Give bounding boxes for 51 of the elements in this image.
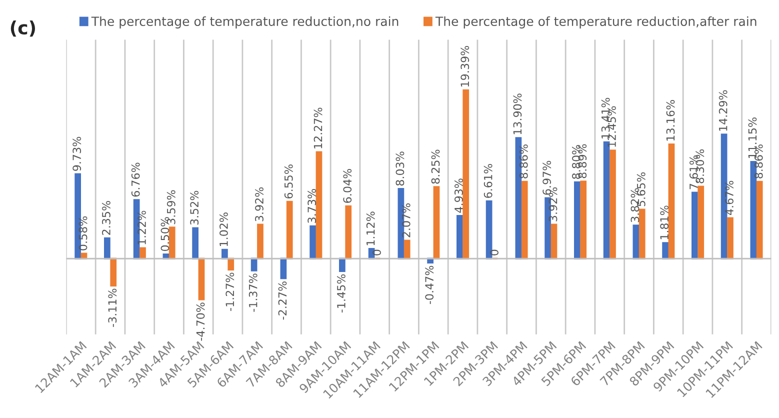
data-label: -0.47% [425,266,434,304]
legend-label: The percentage of temperature reduction,no rain [91,16,398,28]
data-label: 13.90% [513,94,522,134]
data-label: -4.70% [196,302,205,341]
data-label: -1.37% [248,274,258,312]
data-label: 2.07% [402,203,410,238]
text: (c) [10,20,36,37]
data-label: 3.82% [630,188,640,222]
data-label: 6.76% [131,162,140,197]
data-label: 8.30% [696,149,704,184]
data-label: 14.29% [718,90,728,131]
data-label: 8.86% [754,144,763,178]
data-label: 0 [372,250,381,256]
data-label: 7.61% [690,155,698,190]
data-label: 6.97% [542,160,552,195]
data-label: 8.03% [396,152,404,186]
legend-label: The percentage of temperature reduction,after rain [435,16,756,28]
data-label: 3.92% [548,187,558,222]
data-label: 6.55% [284,164,293,198]
data-label: 1.22% [138,210,146,244]
data-label: 3.52% [190,190,199,225]
data-label: 3.73% [308,189,316,223]
data-label: 5.65% [636,172,646,206]
data-label: 0.50% [160,217,170,252]
data-label: 8.89% [578,144,587,178]
data-label: 3.59% [166,190,176,224]
data-label: 2.35% [102,201,110,235]
data-label: 8.86% [519,144,528,178]
data-label: 13.16% [666,100,675,141]
data-label: -3.11% [108,288,117,327]
data-label: 11.15% [748,118,757,158]
data-label: 8.25% [431,150,440,184]
data-label: 3.92% [255,187,264,222]
data-label: 6.61% [484,164,492,198]
data-label: 0 [490,250,498,256]
data-label: 4.67% [725,180,734,215]
data-label: 9.73% [72,136,82,171]
data-label: 1.81% [660,206,669,240]
data-label: 6.04% [343,168,352,203]
data-label: 12.45% [608,106,616,147]
data-label: 8.80% [572,144,580,179]
data-label: 4.93% [454,178,463,213]
data-label: 1.02% [220,212,228,246]
data-label: 19.39% [460,46,470,86]
data-label: -1.45% [337,274,346,313]
data-label: 0.58% [78,216,88,250]
data-label: -2.27% [278,281,287,320]
data-label: 1.12% [366,212,375,246]
data-label: 13.41% [601,98,610,138]
data-label: -1.27% [226,272,234,311]
data-label: 12.27% [314,108,322,148]
